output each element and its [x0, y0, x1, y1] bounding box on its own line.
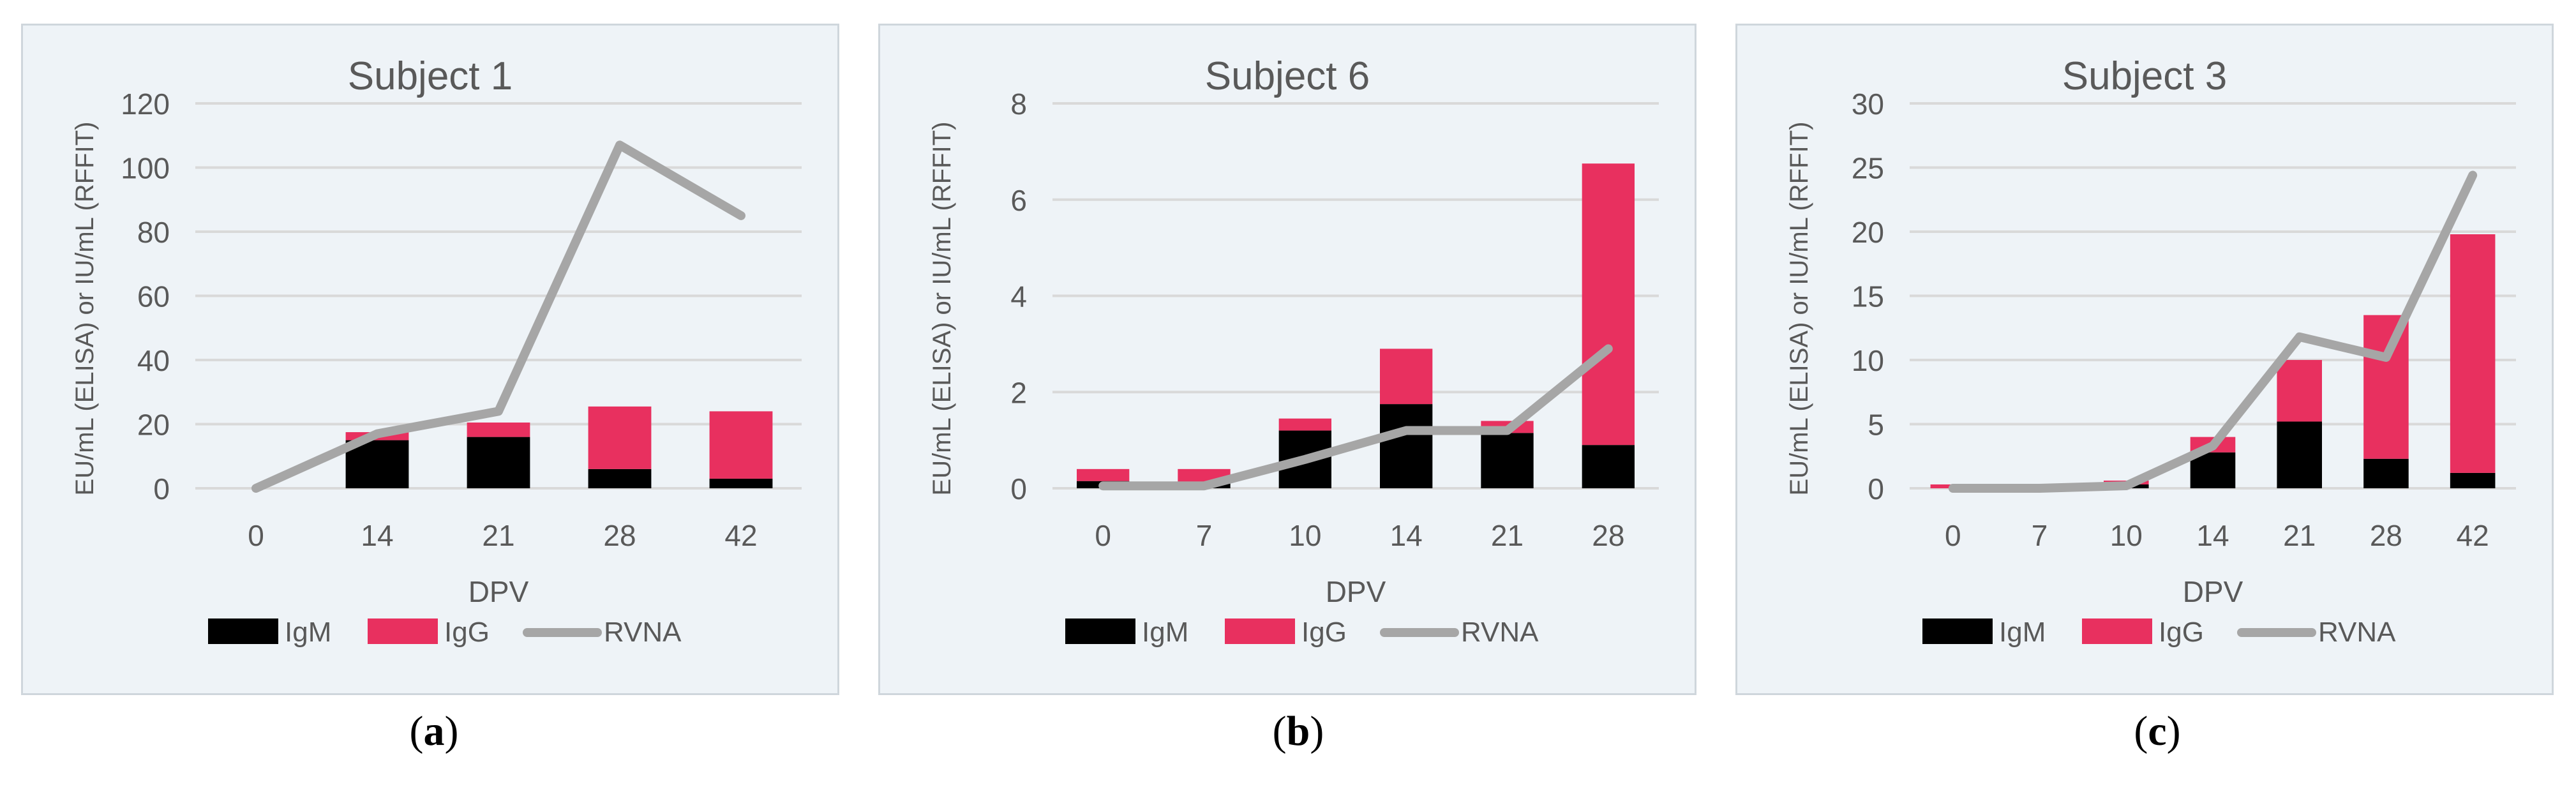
legend-label-igg: IgG	[1301, 617, 1347, 648]
chart-title: Subject 3	[2062, 54, 2228, 98]
y-axis-label: EU/mL (ELISA) or IU/mL (RFFIT)	[928, 122, 956, 496]
legend-label-igm: IgM	[285, 617, 331, 648]
x-tick-label: 0	[1945, 519, 1961, 552]
bar-igm	[709, 478, 773, 488]
x-tick-label: 28	[2370, 519, 2402, 552]
y-tick-label: 8	[1010, 87, 1027, 121]
legend-swatch-igg	[368, 618, 438, 644]
bar-igm	[588, 468, 652, 488]
line-rvna	[251, 140, 745, 493]
y-tick-label: 20	[137, 408, 170, 442]
x-axis-label: DPV	[1326, 575, 1386, 608]
chart-title: Subject 1	[347, 54, 513, 98]
legend-label-rvna: RVNA	[604, 617, 682, 648]
bar-igg	[1278, 418, 1331, 431]
legend-label-igm: IgM	[1999, 617, 2046, 648]
x-tick-label: 28	[603, 519, 636, 552]
chart-svg: 0 20 40 60 80 100 120 0 14 21 28 42 DPV EU/mL (ELISA)…	[71, 87, 802, 648]
chart-panel-subject-6: Subject 6 0 2 4 6 8 0 7 10 14 21 28 DPV EU/mL (ELISA…	[878, 24, 1696, 695]
line-rvna	[1948, 170, 2478, 493]
x-tick-label: 21	[1491, 519, 1524, 552]
x-tick-label: 14	[2196, 519, 2229, 552]
x-tick-label: 21	[2283, 519, 2316, 552]
x-tick-label: 10	[2110, 519, 2143, 552]
bar-igm	[2363, 458, 2409, 488]
legend-label-rvna: RVNA	[1461, 617, 1539, 648]
x-axis-label: DPV	[2183, 575, 2243, 608]
bar-igg	[467, 422, 530, 437]
line-rvna	[1098, 344, 1613, 491]
legend-swatch-igg	[2082, 618, 2152, 644]
bar-igg	[1582, 163, 1635, 446]
y-tick-label: 2	[1010, 376, 1027, 409]
y-tick-label: 10	[1852, 344, 1884, 377]
bar-igm	[1481, 433, 1534, 488]
x-tick-label: 0	[1095, 519, 1111, 552]
caption-c: (c)	[2134, 708, 2181, 754]
bar-igm	[345, 440, 409, 488]
chart-panel-subject-1: Subject 1 0 20 40 60 80 100 120 0 14 21 28 42 DPV EU/…	[21, 24, 839, 695]
y-tick-label: 20	[1852, 216, 1884, 249]
x-tick-label: 7	[2032, 519, 2048, 552]
legend-swatch-igm	[1065, 618, 1135, 644]
legend-label-igg: IgG	[444, 617, 490, 648]
bar-igm	[467, 437, 530, 488]
bar-igm	[2190, 452, 2236, 488]
y-tick-label: 0	[153, 472, 170, 506]
legend-swatch-igm	[1922, 618, 1993, 644]
y-tick-label: 40	[137, 344, 170, 377]
y-tick-label: 5	[1868, 408, 1884, 442]
caption-letter: b	[1286, 708, 1310, 754]
legend-label-igg: IgG	[2159, 617, 2204, 648]
legend-swatch-igm	[208, 618, 278, 644]
bar-igg	[1380, 349, 1433, 405]
legend-swatch-igg	[1225, 618, 1295, 644]
bar-igg	[2277, 360, 2322, 422]
legend-label-igm: IgM	[1142, 617, 1188, 648]
x-tick-label: 14	[361, 519, 393, 552]
y-tick-label: 4	[1010, 280, 1027, 313]
bar-igm	[1582, 445, 1635, 488]
y-tick-label: 25	[1852, 152, 1884, 185]
x-tick-label: 28	[1592, 519, 1624, 552]
bar-igm	[1380, 404, 1433, 488]
bar-igg	[709, 411, 773, 479]
bar-igm	[2277, 421, 2322, 488]
caption-b: (b)	[1272, 708, 1324, 754]
caption-a: (a)	[409, 708, 459, 754]
x-tick-label: 42	[724, 519, 757, 552]
bar-igg	[2363, 315, 2409, 459]
caption-letter: a	[423, 708, 445, 754]
bar-igg	[588, 406, 652, 469]
y-axis-label: EU/mL (ELISA) or IU/mL (RFFIT)	[1785, 122, 1813, 496]
bar-igg	[1077, 468, 1130, 481]
chart-title: Subject 6	[1204, 54, 1370, 98]
legend-label-rvna: RVNA	[2318, 617, 2396, 648]
y-tick-label: 100	[121, 152, 170, 185]
y-tick-label: 0	[1868, 472, 1884, 506]
bar-igm	[2450, 472, 2496, 488]
x-tick-label: 21	[482, 519, 514, 552]
y-tick-label: 60	[137, 280, 170, 313]
bar-igg	[2450, 234, 2496, 473]
x-tick-label: 42	[2457, 519, 2489, 552]
y-tick-label: 120	[121, 87, 170, 121]
x-tick-label: 7	[1196, 519, 1213, 552]
chart-svg: 0 2 4 6 8 0 7 10 14 21 28 DPV EU/mL (ELISA) or IU/mL…	[928, 87, 1659, 648]
y-tick-label: 15	[1852, 280, 1884, 313]
y-tick-label: 0	[1010, 472, 1027, 506]
y-tick-label: 30	[1852, 87, 1884, 121]
y-axis-label: EU/mL (ELISA) or IU/mL (RFFIT)	[71, 122, 99, 496]
y-tick-label: 6	[1010, 184, 1027, 217]
x-tick-label: 14	[1390, 519, 1423, 552]
x-tick-label: 0	[248, 519, 264, 552]
x-axis-label: DPV	[468, 575, 529, 608]
x-tick-label: 10	[1289, 519, 1321, 552]
chart-panel-subject-3: Subject 3 0 5 10 15 20 25 30 0 7 10 14 21 28 42 DPV EU/…	[1735, 24, 2554, 695]
chart-svg: 0 5 10 15 20 25 30 0 7 10 14 21 28 42 DPV EU/mL (ELISA)…	[1785, 87, 2516, 648]
caption-letter: c	[2148, 708, 2167, 754]
y-tick-label: 80	[137, 216, 170, 249]
